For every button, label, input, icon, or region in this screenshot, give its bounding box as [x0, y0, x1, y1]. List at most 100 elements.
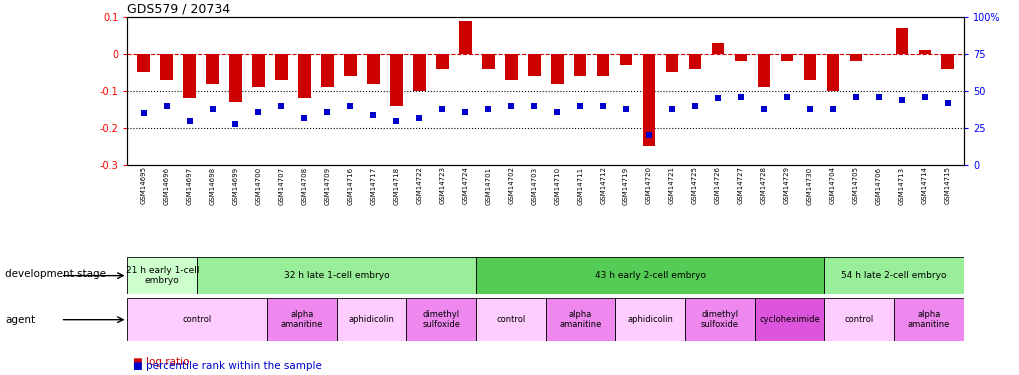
Text: dimethyl
sulfoxide: dimethyl sulfoxide [700, 310, 738, 329]
Bar [734, 54, 747, 61]
Text: ■ percentile rank within the sample: ■ percentile rank within the sample [132, 361, 321, 371]
Bar [780, 54, 793, 61]
Text: 21 h early 1-cell
embryо: 21 h early 1-cell embryо [125, 266, 199, 285]
Bar [336, 298, 406, 341]
Bar [206, 54, 219, 84]
Point [342, 103, 359, 109]
Bar [267, 298, 336, 341]
Bar [406, 298, 476, 341]
Text: alpha
amanitine: alpha amanitine [558, 310, 601, 329]
Point [686, 103, 702, 109]
Bar [688, 54, 701, 69]
Point [572, 103, 588, 109]
Point [893, 97, 909, 103]
Bar [481, 54, 494, 69]
Bar [413, 54, 425, 91]
Bar [229, 54, 242, 102]
Point [916, 94, 932, 100]
Bar [895, 28, 907, 54]
Point [480, 106, 496, 112]
Bar [757, 54, 769, 87]
Text: dimethyl
sulfoxide: dimethyl sulfoxide [422, 310, 460, 329]
Bar [894, 298, 963, 341]
Bar [127, 257, 197, 294]
Bar [321, 54, 333, 87]
Bar [343, 54, 357, 76]
Bar [574, 54, 586, 76]
Bar [252, 54, 265, 87]
Bar [298, 54, 311, 98]
Text: alpha
amanitine: alpha amanitine [907, 310, 950, 329]
Bar [127, 298, 267, 341]
Text: control: control [844, 315, 873, 324]
Text: GDS579 / 20734: GDS579 / 20734 [127, 3, 230, 16]
Point [273, 103, 289, 109]
Bar [389, 54, 403, 106]
Bar [642, 54, 655, 147]
Bar [435, 54, 448, 69]
Bar [596, 54, 609, 76]
Point [709, 95, 726, 101]
Bar [825, 54, 839, 91]
Bar [138, 54, 150, 72]
Point [158, 103, 174, 109]
Point [824, 106, 841, 112]
Bar [476, 298, 545, 341]
Text: development stage: development stage [5, 269, 106, 279]
Point [319, 109, 335, 115]
Bar [528, 54, 540, 76]
Text: alpha
amanitine: alpha amanitine [280, 310, 323, 329]
Bar [620, 54, 632, 65]
Point [388, 118, 405, 124]
Bar [160, 54, 172, 80]
Bar [275, 54, 287, 80]
Point [732, 94, 748, 100]
Point [434, 106, 450, 112]
Point [502, 103, 519, 109]
Point [136, 110, 152, 116]
Bar [476, 257, 823, 294]
Point [204, 106, 220, 112]
Point [938, 100, 955, 106]
Point [526, 103, 542, 109]
Bar [459, 21, 471, 54]
Text: aphidicolin: aphidicolin [348, 315, 394, 324]
Bar [197, 257, 476, 294]
Text: control: control [182, 315, 212, 324]
Point [548, 109, 565, 115]
Text: 43 h early 2-cell embryo: 43 h early 2-cell embryo [594, 271, 705, 280]
Point [755, 106, 771, 112]
Text: control: control [495, 315, 525, 324]
Bar [504, 54, 517, 80]
Bar [545, 298, 614, 341]
Text: aphidicolin: aphidicolin [627, 315, 673, 324]
Text: ■ log ratio: ■ log ratio [132, 357, 189, 367]
Point [457, 109, 473, 115]
Point [847, 94, 863, 100]
Point [618, 106, 634, 112]
Bar [685, 298, 754, 341]
Bar [550, 54, 562, 84]
Text: cycloheximide: cycloheximide [758, 315, 819, 324]
Point [870, 94, 887, 100]
Point [663, 106, 680, 112]
Bar [918, 50, 930, 54]
Bar [849, 54, 861, 61]
Point [779, 94, 795, 100]
Point [365, 112, 381, 118]
Text: agent: agent [5, 315, 36, 325]
Point [227, 120, 244, 126]
Bar [711, 43, 723, 54]
Point [250, 109, 266, 115]
Bar [823, 257, 963, 294]
Text: 54 h late 2-cell embryo: 54 h late 2-cell embryo [841, 271, 946, 280]
Bar [367, 54, 379, 84]
Bar [823, 298, 894, 341]
Point [411, 115, 427, 121]
Point [801, 106, 817, 112]
Bar [665, 54, 678, 72]
Bar [803, 54, 815, 80]
Bar [614, 298, 685, 341]
Point [181, 118, 198, 124]
Bar [754, 298, 823, 341]
